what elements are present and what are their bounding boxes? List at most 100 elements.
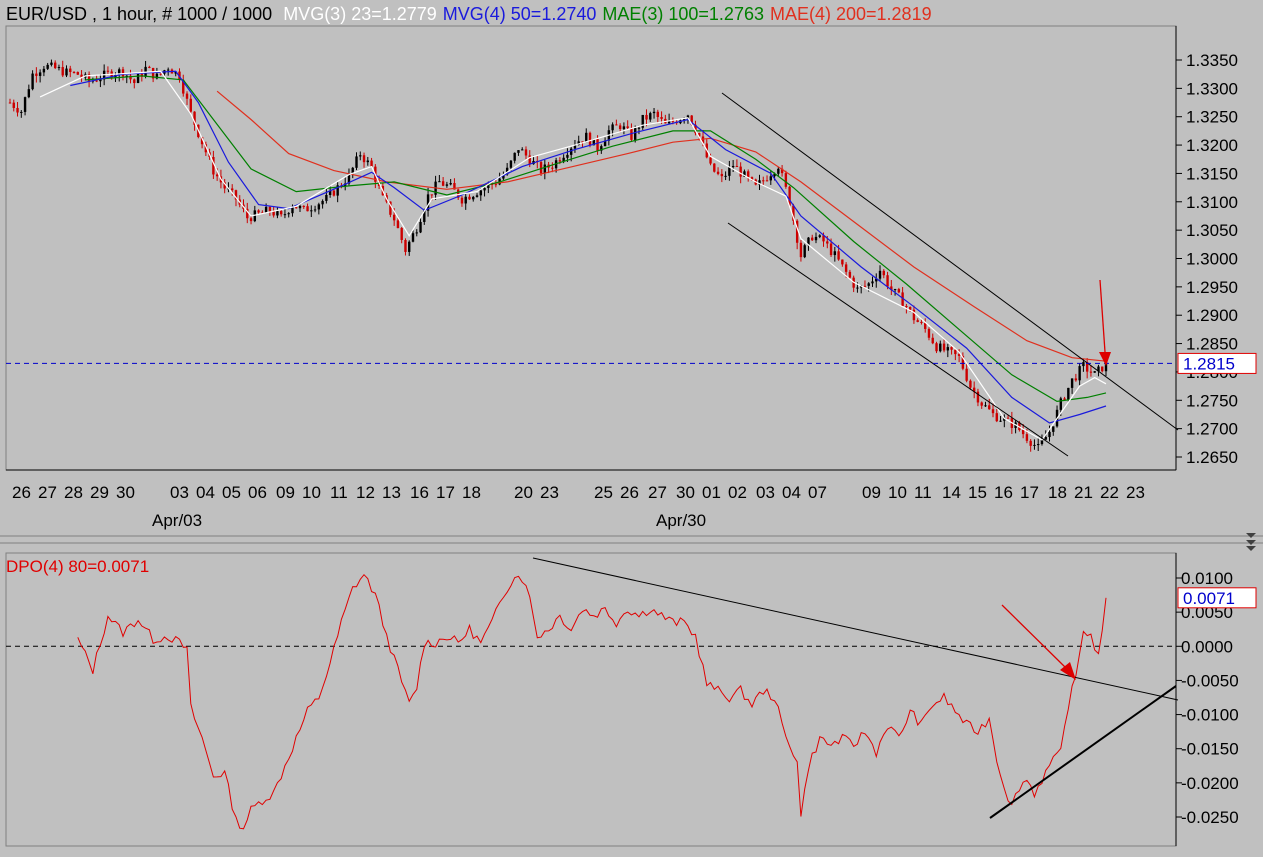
candle-body [969, 380, 972, 388]
candle-body [1078, 366, 1081, 381]
candle-body [716, 171, 720, 174]
candle-body [325, 195, 328, 201]
candle-body [1018, 422, 1021, 431]
candle-body [35, 73, 38, 76]
candle-body [317, 204, 321, 210]
candle-body [1070, 378, 1074, 388]
candle-body [935, 343, 938, 352]
candle-body [844, 264, 848, 272]
candle-body [189, 98, 192, 112]
price-plot-frame [5, 25, 1177, 471]
candle-body [762, 180, 765, 182]
candle-body [27, 89, 31, 98]
date-label: 03 [170, 483, 189, 502]
candle-body [411, 233, 415, 242]
candle-body [72, 71, 76, 73]
candle-body [528, 155, 531, 165]
dpo-arrow-head [1060, 662, 1076, 680]
candle-body [698, 133, 701, 137]
candle-body [573, 144, 577, 149]
candle-body [600, 146, 603, 151]
date-label: 02 [728, 483, 747, 502]
mvg4-line [70, 70, 1107, 424]
candle-body [490, 183, 494, 185]
candle-body [272, 211, 275, 216]
candle-body [1101, 366, 1104, 372]
candle-body [984, 405, 987, 407]
date-label: 20 [514, 483, 533, 502]
candle-body [276, 211, 279, 216]
month-labels: Apr/03 Apr/30 [152, 511, 706, 530]
candle-body [634, 127, 637, 140]
candle-body [351, 167, 354, 174]
candle-body [856, 287, 859, 289]
date-label: 10 [302, 483, 321, 502]
date-label: 11 [914, 483, 932, 502]
candle-body [182, 79, 185, 94]
candle-body [999, 420, 1002, 422]
dpo-line [77, 573, 1107, 830]
dpo-tick-label: -0.0200 [1181, 774, 1239, 793]
dpo-plot-frame [5, 552, 1177, 847]
candle-body [1093, 371, 1096, 373]
legend-mae4: MAE(4) 200=1.2819 [770, 4, 932, 24]
candle-body [449, 183, 452, 185]
candle-body [1089, 371, 1093, 373]
candle-body [279, 211, 283, 215]
candle-body [106, 70, 110, 72]
candle-body [878, 270, 882, 279]
candle-body [893, 289, 897, 291]
candle-body [287, 213, 290, 215]
candle-body [38, 72, 42, 76]
candle-body [596, 139, 599, 151]
candle-body [837, 251, 840, 260]
dpo-arrow-shaft [1001, 604, 1067, 669]
candle-body [419, 221, 422, 233]
candle-body [148, 66, 151, 68]
candle-body [972, 387, 976, 392]
candle-body [468, 196, 471, 200]
date-label: 04 [782, 483, 801, 502]
split-handle-icon[interactable] [1246, 540, 1256, 545]
date-label: 15 [968, 483, 987, 502]
candle-body [652, 111, 656, 114]
candle-body [283, 214, 287, 216]
candle-body [42, 68, 46, 73]
candle-body [1063, 398, 1066, 400]
dpo-tick-label: -0.0250 [1181, 808, 1239, 827]
price-arrow-shaft [1099, 279, 1106, 353]
candle-body [215, 174, 219, 177]
candle-body [521, 149, 524, 151]
date-label: 04 [196, 483, 215, 502]
candle-body [359, 155, 362, 157]
candle-body [773, 173, 776, 177]
candle-body [694, 124, 697, 134]
date-label: 23 [540, 483, 559, 502]
candle-body [12, 102, 15, 108]
candle-body [460, 197, 464, 204]
date-label: 28 [64, 483, 83, 502]
candle-body [472, 196, 475, 200]
collapse-down-icon[interactable] [1246, 546, 1256, 551]
candle-body [739, 166, 742, 177]
legend-mvg3: MVG(3) 23=1.2779 [283, 4, 437, 24]
dpo-tick-label: 0.0100 [1181, 569, 1233, 588]
current-price-box [1177, 352, 1257, 374]
date-label: 07 [808, 483, 827, 502]
candle-body [264, 206, 268, 213]
candle-body [882, 270, 885, 276]
candle-body [392, 214, 396, 221]
candle-body [362, 155, 366, 163]
candle-body [792, 205, 795, 221]
candle-body [445, 184, 449, 186]
date-labels: 26 27 28 29 30 03 04 05 06 09 10 11 12 13 16 17 18 20 23 25… [12, 483, 1145, 502]
channel-upper-trendline [721, 92, 1179, 431]
candle-body [1021, 430, 1025, 435]
candle-body [603, 140, 607, 147]
candle-body [151, 67, 155, 79]
candle-body [746, 171, 750, 178]
date-label: 27 [38, 483, 57, 502]
candle-body [931, 337, 934, 344]
collapse-up-icon[interactable] [1246, 533, 1256, 538]
candle-body [426, 194, 430, 211]
